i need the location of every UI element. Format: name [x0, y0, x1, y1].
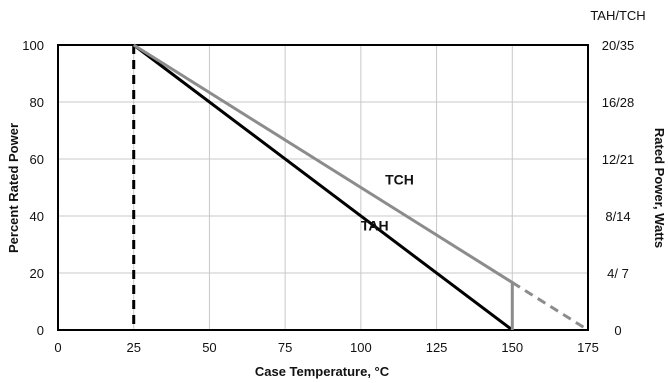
y-tick-label: 20: [30, 266, 44, 281]
series-labels: TAH TCH: [361, 172, 414, 234]
series-line-tah: [132, 43, 514, 332]
x-tick-label: 75: [278, 340, 292, 355]
series-label-tch: TCH: [385, 172, 414, 188]
x-tick-labels: 0 25 50 75 100 125 150 175: [54, 340, 598, 355]
y2-axis-title: Rated Power, Watts: [652, 128, 667, 248]
x-tick-label: 125: [426, 340, 448, 355]
y2-tick-label: 0: [614, 323, 621, 338]
plot-frame: [57, 44, 589, 331]
y-tick-label: 40: [30, 209, 44, 224]
y2-axis-header: TAH/TCH: [590, 8, 645, 23]
y-tick-label: 0: [37, 323, 44, 338]
x-tick-label: 175: [577, 340, 599, 355]
series-group: [132, 43, 589, 332]
y-tick-label: 60: [30, 152, 44, 167]
x-tick-label: 150: [501, 340, 523, 355]
y-axis-title: Percent Rated Power: [6, 123, 21, 253]
y2-tick-label: 8/14: [605, 209, 630, 224]
y2-tick-label: 12/21: [602, 152, 635, 167]
y2-tick-labels: 0 4/ 7 8/14 12/21 16/28 20/35: [602, 38, 635, 338]
y2-tick-label: 16/28: [602, 95, 635, 110]
series-label-tah: TAH: [361, 217, 389, 233]
y-tick-label: 80: [30, 95, 44, 110]
x-axis-title: Case Temperature, °C: [255, 364, 390, 379]
y2-tick-label: 4/ 7: [607, 266, 629, 281]
x-tick-label: 50: [202, 340, 216, 355]
y-tick-labels: 0 20 40 60 80 100: [22, 38, 44, 338]
x-tick-label: 25: [126, 340, 140, 355]
series-extension-tch: [511, 281, 589, 332]
x-tick-label: 0: [54, 340, 61, 355]
y-tick-label: 100: [22, 38, 44, 53]
x-tick-label: 100: [350, 340, 372, 355]
y2-tick-label: 20/35: [602, 38, 635, 53]
